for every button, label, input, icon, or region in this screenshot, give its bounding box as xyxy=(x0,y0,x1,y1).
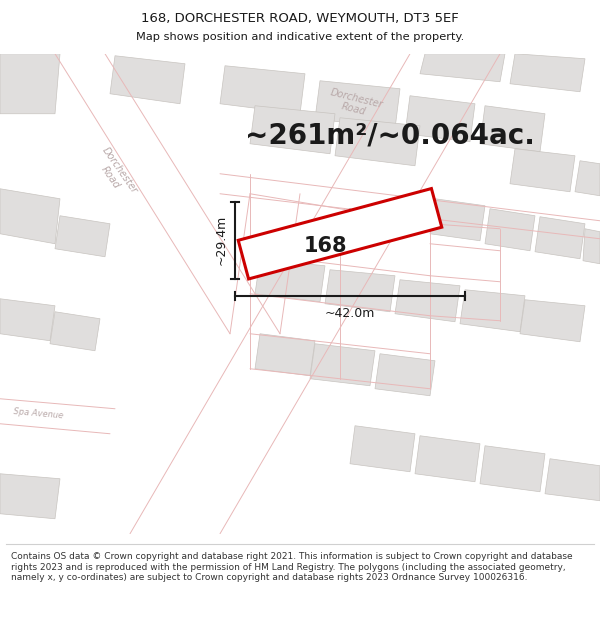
Polygon shape xyxy=(55,54,280,334)
Polygon shape xyxy=(110,56,185,104)
Text: Dorchester
Road: Dorchester Road xyxy=(326,87,384,121)
Polygon shape xyxy=(220,66,305,114)
Polygon shape xyxy=(375,354,435,396)
Polygon shape xyxy=(430,199,485,241)
Polygon shape xyxy=(0,399,115,434)
Text: Contains OS data © Crown copyright and database right 2021. This information is : Contains OS data © Crown copyright and d… xyxy=(11,552,572,582)
Polygon shape xyxy=(395,280,460,322)
Polygon shape xyxy=(545,459,600,501)
Polygon shape xyxy=(250,106,335,154)
Polygon shape xyxy=(510,149,575,192)
Polygon shape xyxy=(0,299,55,341)
Polygon shape xyxy=(520,300,585,342)
Polygon shape xyxy=(0,474,60,519)
Text: Spa Avenue: Spa Avenue xyxy=(13,407,63,421)
Text: 168, DORCHESTER ROAD, WEYMOUTH, DT3 5EF: 168, DORCHESTER ROAD, WEYMOUTH, DT3 5EF xyxy=(141,12,459,25)
Text: Monmouth Avenue: Monmouth Avenue xyxy=(347,208,433,224)
Polygon shape xyxy=(335,118,420,166)
Text: ~29.4m: ~29.4m xyxy=(215,215,227,266)
Polygon shape xyxy=(350,426,415,472)
Polygon shape xyxy=(575,161,600,196)
Polygon shape xyxy=(55,216,110,257)
Polygon shape xyxy=(510,54,585,92)
Polygon shape xyxy=(583,229,600,264)
Text: 168: 168 xyxy=(303,236,347,256)
Polygon shape xyxy=(460,290,525,332)
Polygon shape xyxy=(480,446,545,492)
Polygon shape xyxy=(415,436,480,482)
Text: Map shows position and indicative extent of the property.: Map shows position and indicative extent… xyxy=(136,32,464,42)
Polygon shape xyxy=(238,189,442,279)
Polygon shape xyxy=(405,96,475,142)
Polygon shape xyxy=(420,54,505,82)
Polygon shape xyxy=(535,217,585,259)
Polygon shape xyxy=(485,209,535,251)
Polygon shape xyxy=(130,54,500,534)
Polygon shape xyxy=(310,344,375,386)
Polygon shape xyxy=(480,106,545,152)
Text: ~42.0m: ~42.0m xyxy=(325,308,375,320)
Polygon shape xyxy=(255,334,315,376)
Polygon shape xyxy=(255,260,325,302)
Polygon shape xyxy=(50,312,100,351)
Text: Dorchester
Road: Dorchester Road xyxy=(91,146,139,202)
Polygon shape xyxy=(325,270,395,312)
Polygon shape xyxy=(315,81,400,129)
Polygon shape xyxy=(0,54,60,114)
Text: ~261m²/~0.064ac.: ~261m²/~0.064ac. xyxy=(245,122,535,150)
Polygon shape xyxy=(220,174,600,244)
Polygon shape xyxy=(0,189,60,244)
